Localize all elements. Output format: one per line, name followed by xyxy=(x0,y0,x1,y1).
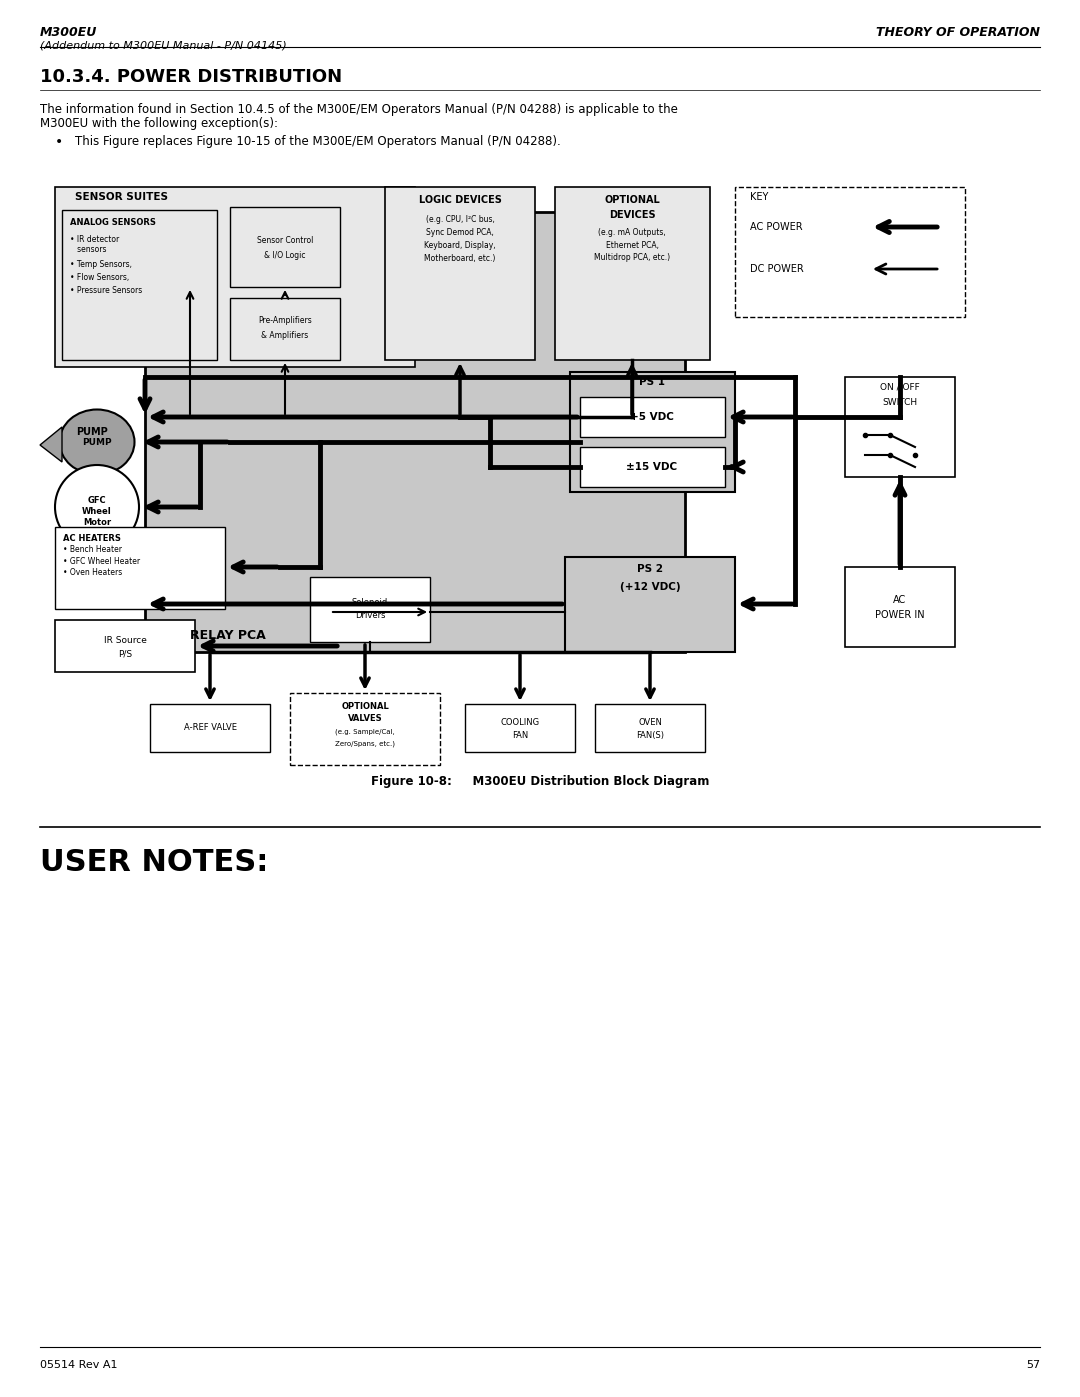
Text: Figure 10-8:     M300EU Distribution Block Diagram: Figure 10-8: M300EU Distribution Block D… xyxy=(370,775,710,788)
Text: RELAY PCA: RELAY PCA xyxy=(190,629,266,641)
Text: • Bench Heater: • Bench Heater xyxy=(63,545,122,555)
FancyBboxPatch shape xyxy=(580,447,725,488)
Text: • GFC Wheel Heater: • GFC Wheel Heater xyxy=(63,556,140,566)
Text: sensors: sensors xyxy=(70,246,107,254)
Text: Zero/Spans, etc.): Zero/Spans, etc.) xyxy=(335,740,395,747)
FancyBboxPatch shape xyxy=(735,187,966,317)
Text: POWER IN: POWER IN xyxy=(875,610,924,620)
Text: Motherboard, etc.): Motherboard, etc.) xyxy=(424,253,496,263)
Text: (Addendum to M300EU Manual - P/N 04145): (Addendum to M300EU Manual - P/N 04145) xyxy=(40,41,287,50)
Text: 05514 Rev A1: 05514 Rev A1 xyxy=(40,1361,118,1370)
Text: (+12 VDC): (+12 VDC) xyxy=(620,583,680,592)
Text: OPTIONAL: OPTIONAL xyxy=(341,701,389,711)
Text: FAN: FAN xyxy=(512,731,528,739)
Text: Motor: Motor xyxy=(83,517,111,527)
Text: PUMP: PUMP xyxy=(76,427,108,437)
FancyBboxPatch shape xyxy=(595,704,705,752)
Text: GFC: GFC xyxy=(87,496,106,504)
Text: PS 2: PS 2 xyxy=(637,564,663,574)
FancyBboxPatch shape xyxy=(580,397,725,437)
FancyBboxPatch shape xyxy=(55,620,195,672)
FancyBboxPatch shape xyxy=(62,210,217,360)
FancyBboxPatch shape xyxy=(291,693,440,766)
Text: DC POWER: DC POWER xyxy=(750,264,804,274)
Text: AC: AC xyxy=(893,595,906,605)
Polygon shape xyxy=(40,427,62,462)
Text: SENSOR SUITES: SENSOR SUITES xyxy=(75,191,168,203)
Text: DEVICES: DEVICES xyxy=(609,210,656,219)
Text: ON / OFF: ON / OFF xyxy=(880,383,920,391)
Text: Solenoid: Solenoid xyxy=(352,598,388,606)
Ellipse shape xyxy=(59,409,135,475)
Text: ±15 VDC: ±15 VDC xyxy=(626,462,677,472)
FancyBboxPatch shape xyxy=(55,527,225,609)
FancyBboxPatch shape xyxy=(845,377,955,476)
Text: ANALOG SENSORS: ANALOG SENSORS xyxy=(70,218,156,226)
Text: (e.g. mA Outputs,: (e.g. mA Outputs, xyxy=(598,228,666,236)
Text: 10.3.4. POWER DISTRIBUTION: 10.3.4. POWER DISTRIBUTION xyxy=(40,68,342,87)
Text: PS 1: PS 1 xyxy=(639,377,665,387)
Text: & I/O Logic: & I/O Logic xyxy=(265,250,306,260)
Text: Keyboard, Display,: Keyboard, Display, xyxy=(424,240,496,250)
Text: • Flow Sensors,: • Flow Sensors, xyxy=(70,272,130,282)
Text: Ethernet PCA,: Ethernet PCA, xyxy=(606,240,659,250)
Text: M300EU with the following exception(s):: M300EU with the following exception(s): xyxy=(40,116,278,130)
FancyBboxPatch shape xyxy=(570,372,735,492)
Text: KEY: KEY xyxy=(750,191,768,203)
Text: 57: 57 xyxy=(1026,1361,1040,1370)
Text: • Temp Sensors,: • Temp Sensors, xyxy=(70,260,132,268)
Text: & Amplifiers: & Amplifiers xyxy=(261,331,309,339)
FancyBboxPatch shape xyxy=(845,567,955,647)
FancyBboxPatch shape xyxy=(150,704,270,752)
Text: AC POWER: AC POWER xyxy=(750,222,802,232)
Text: A-REF VALVE: A-REF VALVE xyxy=(184,724,237,732)
FancyBboxPatch shape xyxy=(565,557,735,652)
Text: (e.g. Sample/Cal,: (e.g. Sample/Cal, xyxy=(335,729,395,735)
Text: USER NOTES:: USER NOTES: xyxy=(40,848,268,876)
Text: The information found in Section 10.4.5 of the M300E/EM Operators Manual (P/N 04: The information found in Section 10.4.5 … xyxy=(40,102,678,116)
Text: • Oven Heaters: • Oven Heaters xyxy=(63,567,122,577)
Text: AC HEATERS: AC HEATERS xyxy=(63,534,121,542)
Text: PUMP: PUMP xyxy=(82,437,112,447)
FancyBboxPatch shape xyxy=(230,207,340,286)
FancyBboxPatch shape xyxy=(465,704,575,752)
FancyBboxPatch shape xyxy=(230,298,340,360)
Text: SWITCH: SWITCH xyxy=(882,398,918,407)
Text: •: • xyxy=(55,136,64,149)
Circle shape xyxy=(55,465,139,549)
Text: • IR detector: • IR detector xyxy=(70,235,119,243)
FancyBboxPatch shape xyxy=(145,212,685,652)
Text: Drivers: Drivers xyxy=(354,610,386,619)
FancyBboxPatch shape xyxy=(384,187,535,360)
FancyBboxPatch shape xyxy=(310,577,430,643)
Text: Sync Demod PCA,: Sync Demod PCA, xyxy=(427,228,494,236)
Text: COOLING: COOLING xyxy=(500,718,540,726)
Text: THEORY OF OPERATION: THEORY OF OPERATION xyxy=(876,25,1040,39)
Text: Wheel: Wheel xyxy=(82,507,112,515)
Text: +5 VDC: +5 VDC xyxy=(630,412,674,422)
Text: M300EU: M300EU xyxy=(40,25,97,39)
FancyBboxPatch shape xyxy=(55,187,415,367)
Text: IR Source: IR Source xyxy=(104,636,147,644)
Text: OVEN: OVEN xyxy=(638,718,662,726)
Text: Sensor Control: Sensor Control xyxy=(257,236,313,244)
Text: • Pressure Sensors: • Pressure Sensors xyxy=(70,285,143,295)
Text: LOGIC DEVICES: LOGIC DEVICES xyxy=(419,196,501,205)
Text: VALVES: VALVES xyxy=(348,714,382,722)
Text: Multidrop PCA, etc.): Multidrop PCA, etc.) xyxy=(594,253,670,263)
Text: This Figure replaces Figure 10-15 of the M300E/EM Operators Manual (P/N 04288).: This Figure replaces Figure 10-15 of the… xyxy=(75,136,561,148)
FancyBboxPatch shape xyxy=(555,187,710,360)
Text: P/S: P/S xyxy=(118,650,132,658)
Text: FAN(S): FAN(S) xyxy=(636,731,664,739)
Text: Pre-Amplifiers: Pre-Amplifiers xyxy=(258,316,312,324)
Text: OPTIONAL: OPTIONAL xyxy=(604,196,660,205)
Text: (e.g. CPU, I²C bus,: (e.g. CPU, I²C bus, xyxy=(426,215,495,224)
